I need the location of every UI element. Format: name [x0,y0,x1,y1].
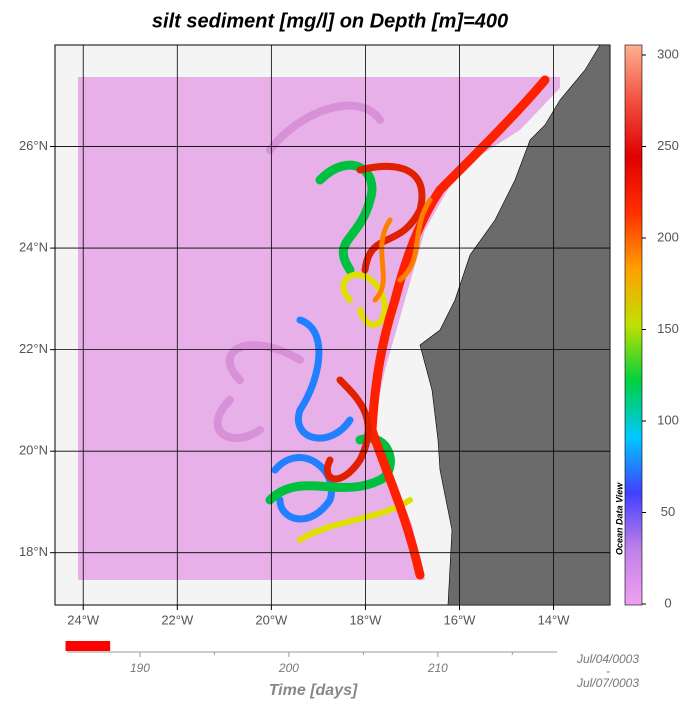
time-axis-label: Time [days] [269,682,358,699]
lat-tick-label: 18°N [19,544,48,559]
colorbar-tick-label: 50 [661,504,675,519]
lat-tick-label: 24°N [19,240,48,255]
colorbar-tick-label: 100 [657,412,679,427]
time-tick-label: 210 [427,661,448,675]
lat-tick-label: 26°N [19,138,48,153]
lon-tick-label: 18°W [349,612,382,627]
time-start: Jul/04/0003 [576,652,639,666]
colorbar-tick-label: 0 [664,595,671,610]
lon-tick-label: 22°W [161,612,194,627]
colorbar-tick-label: 150 [657,321,679,336]
land [419,44,611,606]
colorbar-tick-label: 300 [657,46,679,61]
time-tick-label: 190 [130,661,150,675]
lon-tick-label: 16°W [444,612,477,627]
lat-tick-label: 20°N [19,443,48,458]
watermark: Ocean Data View [614,482,624,555]
lon-tick-label: 14°W [538,612,571,627]
colorbar-tick-label: 250 [657,138,679,153]
colorbar-tick-label: 200 [657,229,679,244]
time-tick-label: 200 [278,661,299,675]
data-field [78,77,560,580]
sediment-plumes [213,75,550,580]
time-range [65,641,111,651]
map-title: silt sediment [mg/l] on Depth [m]=400 [152,10,508,32]
lon-tick-label: 24°W [67,612,100,627]
lon-tick-label: 20°W [255,612,288,627]
colorbar [624,44,643,606]
time-separator: - [606,664,610,678]
lat-tick-label: 22°N [19,341,48,356]
time-end: Jul/07/0003 [576,676,639,690]
